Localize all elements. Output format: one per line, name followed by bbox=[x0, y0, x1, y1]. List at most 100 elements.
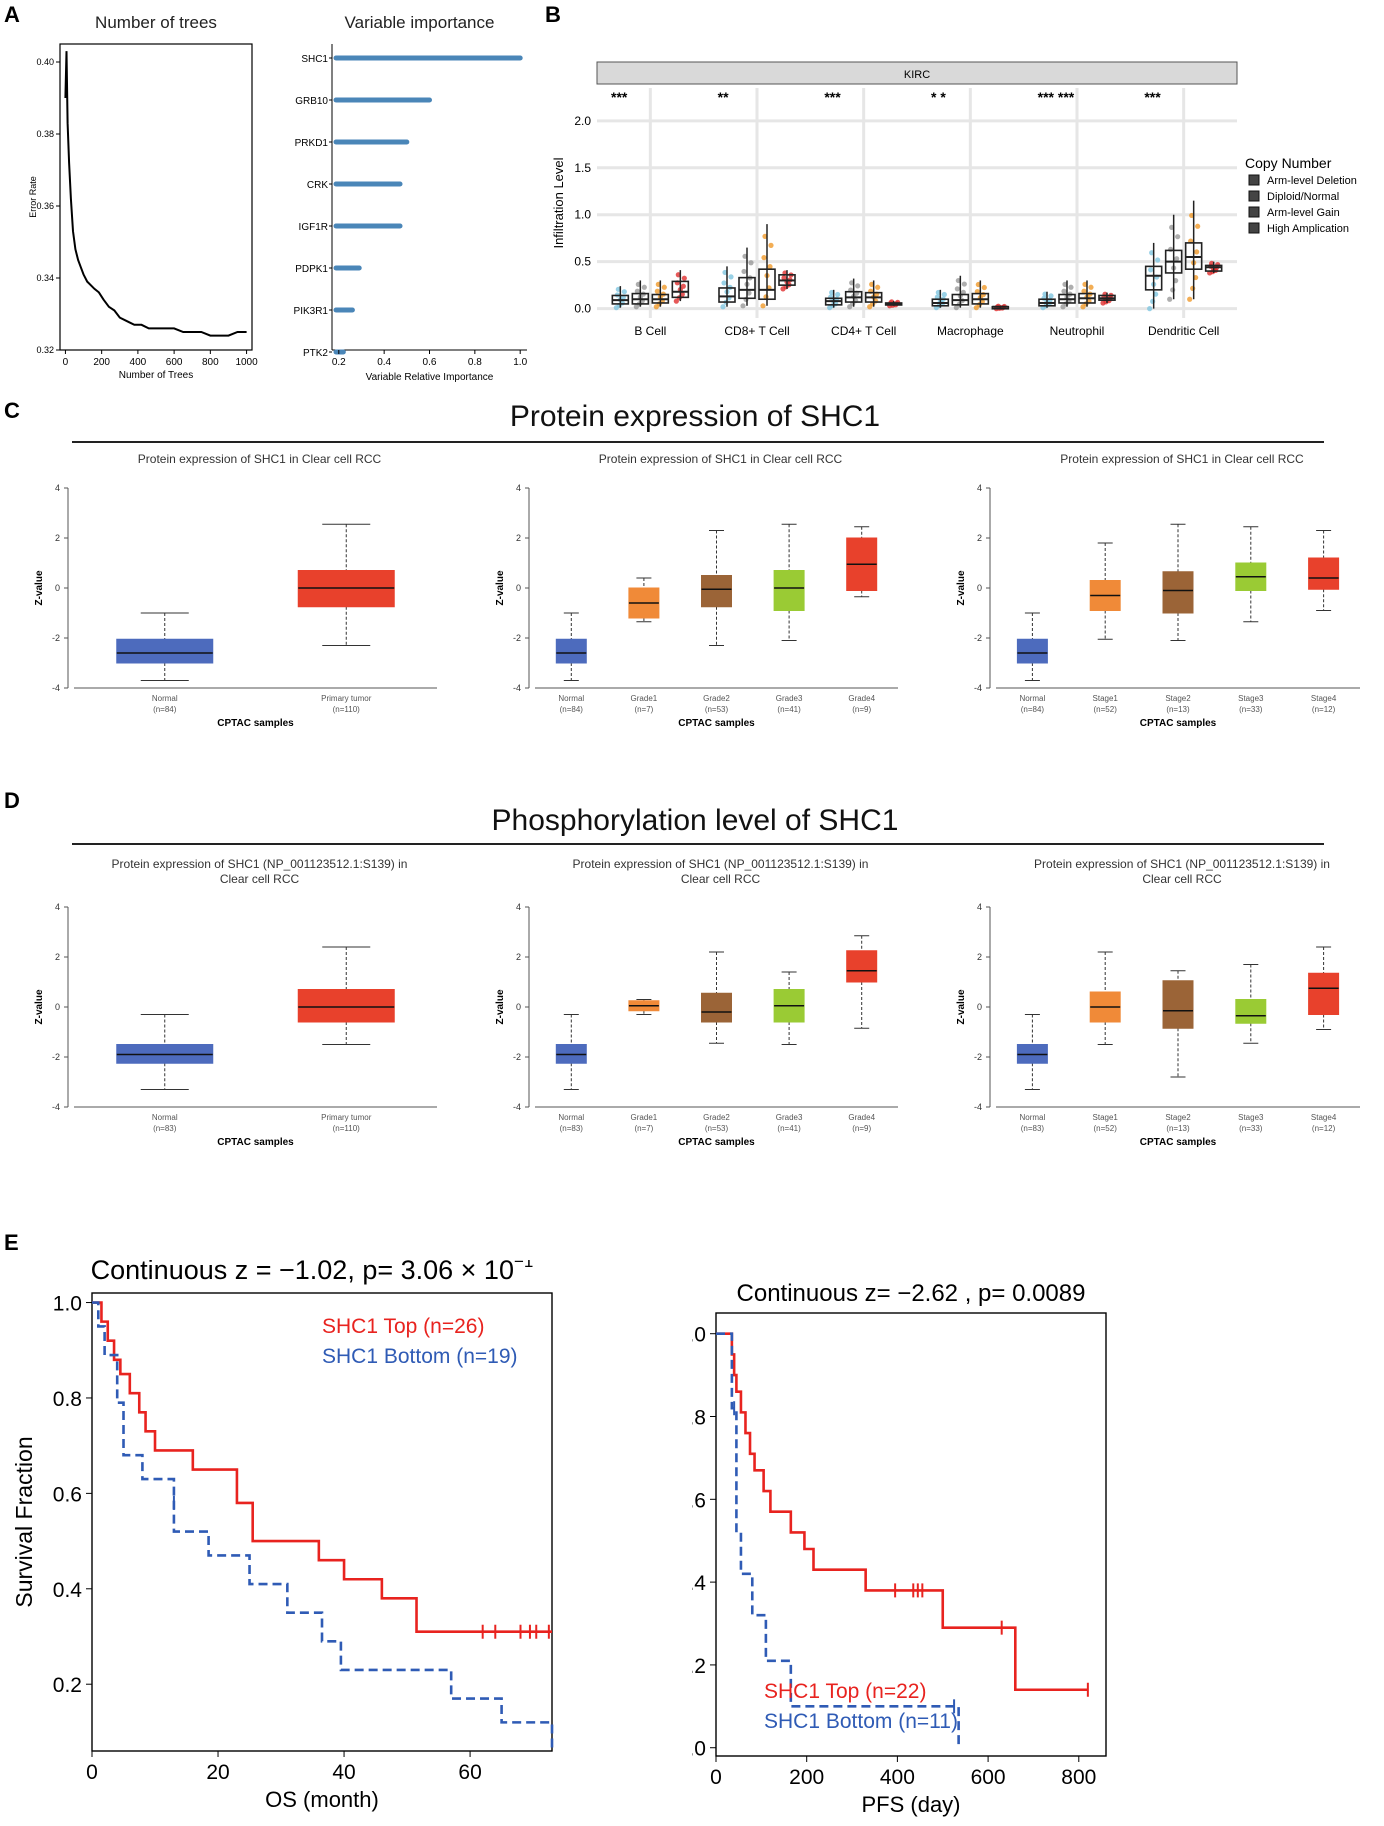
legend-label: SHC1 Bottom (n=11) bbox=[764, 1710, 958, 1733]
variable-label: PTK2 bbox=[303, 348, 328, 359]
box bbox=[116, 638, 214, 664]
category-label: Stage3 bbox=[1238, 1113, 1264, 1122]
legend-label: Arm-level Deletion bbox=[1267, 175, 1357, 187]
box bbox=[718, 287, 736, 303]
data-point bbox=[661, 284, 667, 290]
chart-phospho-tumor-vs-normal: Protein expression of SHC1 (NP_001123512… bbox=[34, 857, 437, 1148]
x-tick-label: 200 bbox=[93, 357, 110, 368]
x-tick-label: 400 bbox=[130, 357, 147, 368]
category-label: B Cell bbox=[634, 324, 666, 338]
chart-km-progression-free: Continuous z= −2.62 , p= 0.0089 0 200 400 60… bbox=[692, 1280, 1107, 1817]
x-axis-label: CPTAC samples bbox=[217, 1137, 294, 1148]
data-point bbox=[741, 268, 747, 275]
y-tick-label: 0 bbox=[516, 1002, 521, 1012]
data-point bbox=[621, 289, 627, 295]
chart-protein-by-grade: Protein expression of SHC1 in Clear cell… bbox=[495, 452, 898, 729]
y-tick-label: 0.4 bbox=[692, 1572, 706, 1595]
y-tick-label: 0.6 bbox=[53, 1483, 82, 1506]
sample-count: (n=83) bbox=[153, 1124, 177, 1133]
sample-count: (n=110) bbox=[333, 705, 361, 714]
legend-label: Diploid/Normal bbox=[1267, 191, 1339, 203]
category-label: Macrophage bbox=[937, 324, 1004, 338]
box bbox=[555, 638, 587, 664]
x-tick-label: 1.0 bbox=[513, 357, 527, 368]
x-tick-label: 1000 bbox=[235, 357, 258, 368]
sample-count: (n=7) bbox=[634, 705, 653, 714]
data-point bbox=[740, 303, 746, 309]
y-tick-label: 0 bbox=[977, 1002, 982, 1012]
data-point bbox=[1175, 234, 1181, 240]
legend-title: Copy Number bbox=[1245, 155, 1332, 171]
x-axis-label: PFS (day) bbox=[861, 1792, 960, 1817]
chart-protein-tumor-vs-normal: Protein expression of SHC1 in Clear cell… bbox=[34, 452, 437, 729]
y-axis-label: Z-value bbox=[34, 989, 45, 1024]
survival-curve bbox=[92, 1301, 554, 1751]
variable-label: PIK3R1 bbox=[294, 306, 329, 317]
section-c-rule bbox=[72, 441, 1324, 443]
box bbox=[1235, 999, 1267, 1024]
sample-count: (n=53) bbox=[705, 705, 729, 714]
x-tick-label: 600 bbox=[971, 1766, 1006, 1789]
legend-label: SHC1 Bottom (n=19) bbox=[322, 1345, 518, 1368]
legend-label: SHC1 Top (n=22) bbox=[764, 1680, 926, 1703]
y-tick-label: -4 bbox=[974, 1102, 982, 1112]
data-point bbox=[761, 255, 767, 261]
category-label: Normal bbox=[1020, 1113, 1046, 1122]
y-tick-label: -2 bbox=[974, 633, 982, 643]
y-axis-label: Z-value bbox=[495, 570, 506, 605]
significance-marker: *** bbox=[611, 89, 628, 105]
y-tick-label: 0 bbox=[55, 583, 60, 593]
sample-count: (n=12) bbox=[1312, 1124, 1336, 1133]
y-axis-label: Survival Fraction bbox=[11, 1436, 37, 1607]
category-label: Normal bbox=[1020, 694, 1046, 703]
significance-marker: ** bbox=[718, 89, 729, 105]
data-point bbox=[835, 291, 841, 298]
sample-count: (n=13) bbox=[1166, 705, 1190, 714]
y-tick-label: 0.40 bbox=[36, 57, 54, 67]
chart-title: Clear cell RCC bbox=[681, 872, 761, 886]
data-point bbox=[1194, 249, 1200, 255]
y-tick-label: 0.2 bbox=[692, 1655, 706, 1678]
legend-swatch bbox=[1248, 222, 1260, 234]
section-c-title: Protein expression of SHC1 bbox=[509, 400, 881, 433]
data-point bbox=[768, 242, 774, 248]
y-tick-label: -4 bbox=[52, 1102, 60, 1112]
box bbox=[1144, 265, 1163, 291]
y-tick-label: 2.0 bbox=[574, 114, 591, 128]
chart-title: Protein expression of SHC1 (NP_001123512… bbox=[573, 857, 869, 871]
data-point bbox=[1190, 285, 1196, 291]
variable-label: CRK bbox=[307, 180, 328, 191]
chart-immune-infiltration: KIRC 0.0 0.5 1.0 1.5 2.0 B Cell *** CD8+ T Cell *… bbox=[551, 61, 1357, 338]
box bbox=[773, 570, 805, 611]
x-tick-label: 800 bbox=[202, 357, 219, 368]
data-point bbox=[954, 286, 960, 292]
category-label: Normal bbox=[558, 1113, 584, 1122]
x-axis-label: Number of Trees bbox=[119, 370, 193, 381]
chart-phospho-by-grade: Protein expression of SHC1 (NP_001123512… bbox=[495, 857, 898, 1148]
category-label: Grade1 bbox=[631, 1113, 658, 1122]
sample-count: (n=33) bbox=[1239, 705, 1263, 714]
data-point bbox=[1088, 284, 1094, 290]
data-point bbox=[1150, 298, 1156, 304]
data-point bbox=[721, 280, 727, 286]
data-point bbox=[961, 281, 967, 287]
y-tick-label: 1.0 bbox=[53, 1293, 82, 1316]
y-tick-label: 1.5 bbox=[574, 161, 591, 175]
y-tick-label: 0.0 bbox=[574, 302, 591, 316]
y-tick-label: -4 bbox=[513, 683, 521, 693]
y-tick-label: 0 bbox=[977, 583, 982, 593]
y-tick-label: 4 bbox=[516, 483, 521, 493]
section-d-rule bbox=[72, 843, 1324, 845]
x-tick-label: 0 bbox=[63, 357, 69, 368]
y-tick-label: 0 bbox=[516, 583, 521, 593]
category-label: Stage4 bbox=[1311, 694, 1337, 703]
data-point bbox=[728, 274, 734, 280]
sample-count: (n=33) bbox=[1239, 1124, 1263, 1133]
y-tick-label: 1.0 bbox=[692, 1324, 706, 1347]
y-tick-label: -2 bbox=[974, 1052, 982, 1062]
x-tick-label: 0 bbox=[86, 1761, 98, 1784]
data-point bbox=[681, 275, 687, 281]
variable-label: PDPK1 bbox=[295, 264, 328, 275]
box bbox=[1308, 972, 1340, 1015]
data-point bbox=[767, 263, 773, 270]
